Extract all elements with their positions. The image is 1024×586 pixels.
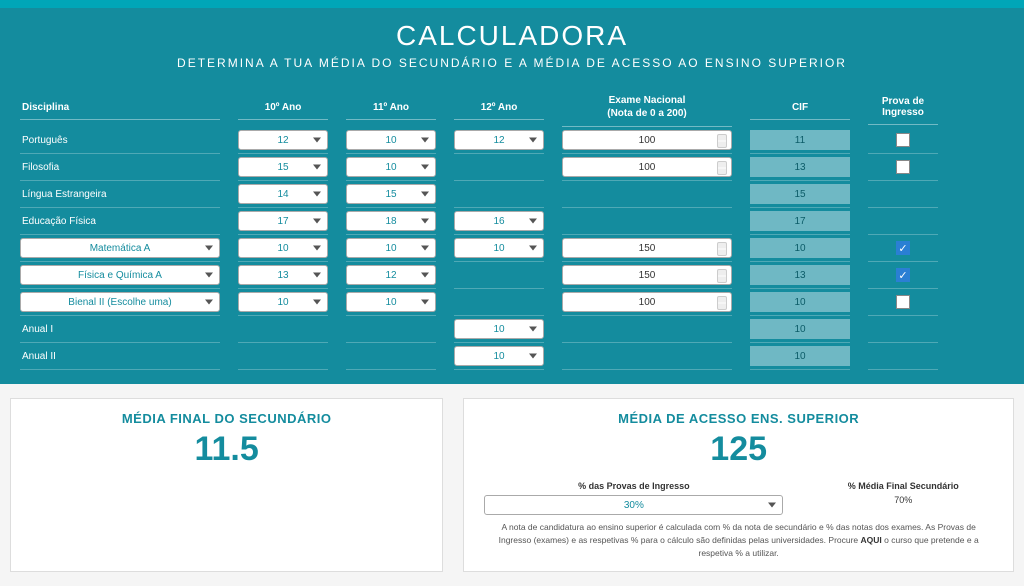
grade-select[interactable]: 10 [346,292,436,312]
disciplina-label: Anual II [20,344,220,370]
grade-select[interactable]: 10 [346,130,436,150]
media-pct-col: % Média Final Secundário 70% [813,481,993,505]
grade-select[interactable]: 10 [238,292,328,312]
cif-value: 10 [750,238,850,258]
result-acesso-label: MÉDIA DE ACESSO ENS. SUPERIOR [484,411,993,426]
grade-select[interactable]: 12 [454,130,544,150]
disciplina-select[interactable]: Bienal II (Escolhe uma) [20,292,220,312]
calculator-body: Disciplina 10º Ano 11º Ano 12º Ano Exame… [0,78,1024,384]
page-title: CALCULADORA [20,20,1004,52]
provas-ingresso-label: % das Provas de Ingresso [484,481,783,491]
cif-value: 10 [750,292,850,312]
prova-checkbox[interactable] [896,295,910,309]
result-secundario-card: MÉDIA FINAL DO SECUNDÁRIO 11.5 [10,398,443,572]
cif-value: 11 [750,130,850,150]
exam-input[interactable]: 150 [562,265,732,285]
grade-select[interactable]: 10 [454,346,544,366]
result-acesso-value: 125 [484,430,993,469]
results-row: MÉDIA FINAL DO SECUNDÁRIO 11.5 MÉDIA DE … [0,384,1024,586]
grade-select[interactable]: 10 [346,157,436,177]
media-pct-value: 70% [813,495,993,505]
disciplina-label: Educação Física [20,209,220,235]
col-header-disciplina: Disciplina [20,96,220,120]
cif-value: 17 [750,211,850,231]
provas-ingresso-col: % das Provas de Ingresso 30% [484,481,783,515]
page-subtitle: DETERMINA A TUA MÉDIA DO SECUNDÁRIO E A … [20,56,1004,70]
col-header-cif: CIF [750,96,850,120]
grade-select[interactable]: 17 [238,211,328,231]
disciplina-label: Língua Estrangeira [20,182,220,208]
grade-select[interactable]: 12 [238,130,328,150]
grade-select[interactable]: 16 [454,211,544,231]
footnote-link[interactable]: AQUI [861,535,882,545]
cif-value: 15 [750,184,850,204]
col-header-exame-sub: (Nota de 0 a 200) [607,108,686,119]
provas-ingresso-select[interactable]: 30% [484,495,783,515]
provas-row: % das Provas de Ingresso 30% % Média Fin… [484,481,993,515]
exam-input[interactable]: 100 [562,292,732,312]
cif-value: 13 [750,265,850,285]
cif-value: 10 [750,346,850,366]
disciplina-select[interactable]: Matemática A [20,238,220,258]
result-secundario-label: MÉDIA FINAL DO SECUNDÁRIO [31,411,422,426]
disciplina-label: Anual I [20,317,220,343]
top-accent-bar [0,0,1024,8]
grade-select[interactable]: 15 [346,184,436,204]
col-header-11: 11º Ano [346,96,436,120]
grade-select[interactable]: 13 [238,265,328,285]
col-header-exame: Exame Nacional (Nota de 0 a 200) [562,88,732,127]
cif-value: 13 [750,157,850,177]
result-acesso-card: MÉDIA DE ACESSO ENS. SUPERIOR 125 % das … [463,398,1014,572]
grade-select[interactable]: 10 [238,238,328,258]
prova-checkbox[interactable] [896,133,910,147]
grade-select[interactable]: 18 [346,211,436,231]
disciplina-select[interactable]: Física e Química A [20,265,220,285]
calc-grid: Disciplina 10º Ano 11º Ano 12º Ano Exame… [20,88,1004,370]
exam-input[interactable]: 150 [562,238,732,258]
grade-select[interactable]: 10 [454,238,544,258]
col-header-exame-main: Exame Nacional [609,95,686,106]
prova-checkbox[interactable] [896,160,910,174]
prova-checkbox[interactable]: ✓ [896,241,910,255]
col-header-prova: Prova de Ingresso [868,90,938,125]
footnote: A nota de candidatura ao ensino superior… [484,521,993,559]
grade-select[interactable]: 10 [454,319,544,339]
cif-value: 10 [750,319,850,339]
col-header-12: 12º Ano [454,96,544,120]
result-secundario-value: 11.5 [31,430,422,469]
grade-select[interactable]: 12 [346,265,436,285]
prova-checkbox[interactable]: ✓ [896,268,910,282]
exam-input[interactable]: 100 [562,130,732,150]
grade-select[interactable]: 15 [238,157,328,177]
media-pct-label: % Média Final Secundário [813,481,993,491]
exam-input[interactable]: 100 [562,157,732,177]
header: CALCULADORA DETERMINA A TUA MÉDIA DO SEC… [0,8,1024,78]
disciplina-label: Português [20,128,220,154]
provas-ingresso-value: 30% [624,500,644,511]
grade-select[interactable]: 10 [346,238,436,258]
grade-select[interactable]: 14 [238,184,328,204]
disciplina-label: Filosofia [20,155,220,181]
col-header-10: 10º Ano [238,96,328,120]
